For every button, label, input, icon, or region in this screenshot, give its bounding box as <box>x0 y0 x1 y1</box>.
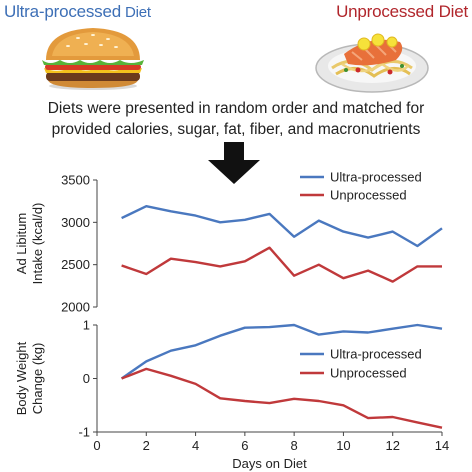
x-tick-label: 8 <box>291 438 298 453</box>
x-tick-label: 0 <box>93 438 100 453</box>
y-axis-label-line-1: Body Weight <box>14 341 29 415</box>
y-axis-label-line-1: Ad Libitum <box>14 213 29 274</box>
y-tick-label: 3500 <box>61 173 90 188</box>
legend-label: Unprocessed <box>330 188 407 203</box>
y-axis-label-line-2: Change (kg) <box>30 343 45 415</box>
unprocessed-diet-title: Unprocessed Diet <box>336 2 468 21</box>
down-arrow-icon <box>208 142 260 184</box>
x-tick-label: 2 <box>143 438 150 453</box>
salmon-pasta-plate-icon <box>315 33 429 93</box>
x-axis-label: Days on Diet <box>232 456 307 471</box>
x-tick-label: 14 <box>435 438 449 453</box>
legend-label: Unprocessed <box>330 366 407 381</box>
series-line-ultra-processed <box>120 323 443 380</box>
y-axis-label-line-2: Intake (kcal/d) <box>30 203 45 285</box>
caption-line-2: provided calories, sugar, fat, fiber, an… <box>51 121 421 138</box>
burger-icon <box>42 28 144 90</box>
caption-line-1: Diets were presented in random order and… <box>47 100 425 117</box>
series-line-ultra-processed <box>121 204 443 248</box>
x-tick-label: 6 <box>241 438 248 453</box>
y-tick-label: 2500 <box>61 257 90 272</box>
x-tick-label: 4 <box>192 438 199 453</box>
legend-label: Ultra-processed <box>330 170 422 185</box>
y-tick-label: 3000 <box>61 215 90 230</box>
x-tick-label: 10 <box>336 438 350 453</box>
ultra-processed-diet-title: Ultra-processed Diet <box>4 2 151 22</box>
title-left-small: Diet <box>121 4 151 21</box>
series-line-unprocessed <box>121 367 443 429</box>
intake-chart: 2000 2500 3000 3500 Ultra-processed Unprocess… <box>14 170 443 315</box>
title-left-main: Ultra-processed <box>4 2 121 21</box>
series-line-unprocessed <box>121 246 442 283</box>
legend-label: Ultra-processed <box>330 347 422 362</box>
caption: Diets were presented in random order and… <box>0 98 472 140</box>
y-tick-label: 1 <box>83 318 90 333</box>
x-tick-label: 12 <box>385 438 399 453</box>
y-tick-label: -1 <box>78 425 90 440</box>
y-tick-label: 0 <box>83 371 90 386</box>
y-tick-label: 2000 <box>61 300 90 315</box>
